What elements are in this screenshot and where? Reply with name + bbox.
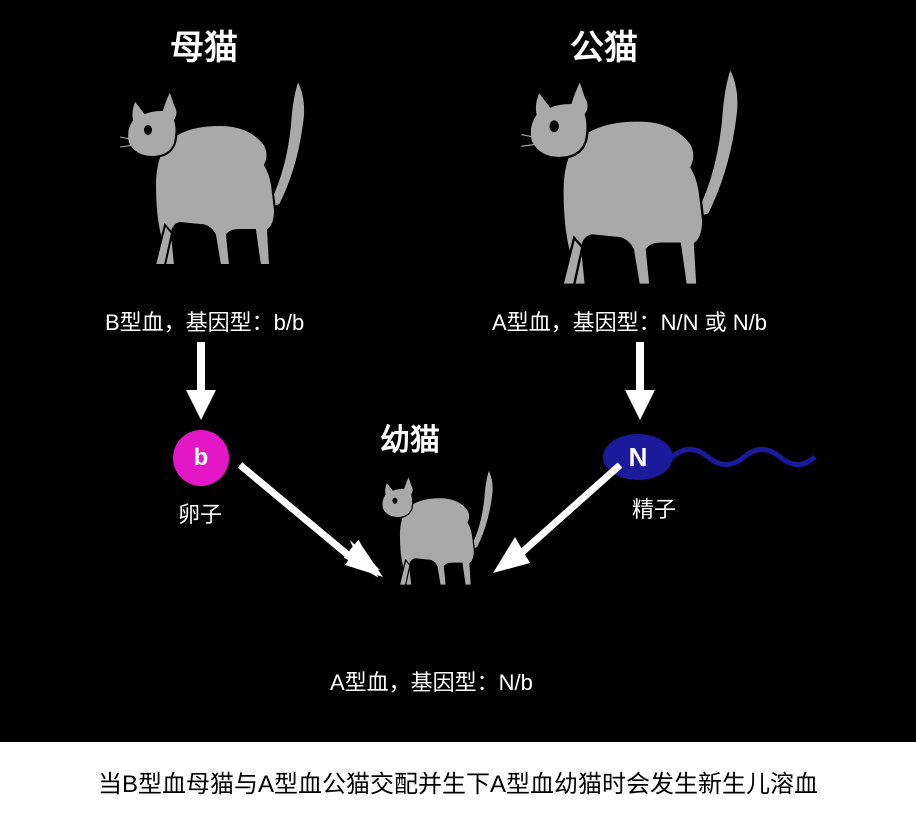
arrow-sperm-to-kitten xyxy=(485,455,645,595)
kitten-title: 幼猫 xyxy=(380,415,440,459)
caption-text: 当B型血母猫与A型血公猫交配并生下A型血幼猫时会发生新生儿溶血 xyxy=(98,764,818,799)
egg-letter: b xyxy=(194,444,209,472)
mother-genotype: B型血，基因型：b/b xyxy=(105,305,304,337)
mother-cat-icon xyxy=(120,65,320,295)
egg-cell: b xyxy=(173,430,229,486)
kitten-genotype: A型血，基因型：N/b xyxy=(330,665,533,697)
arrow-egg-to-kitten xyxy=(235,455,395,595)
arrow-father-down xyxy=(625,342,655,422)
father-cat-icon xyxy=(510,50,750,300)
caption-area: 当B型血母猫与A型血公猫交配并生下A型血幼猫时会发生新生儿溶血 xyxy=(0,742,916,820)
mother-title: 母猫 xyxy=(170,20,238,69)
arrow-mother-down xyxy=(186,342,216,422)
egg-label: 卵子 xyxy=(178,497,222,529)
diagram-area: 母猫 公猫 幼猫 xyxy=(0,0,916,742)
father-genotype: A型血，基因型：N/N 或 N/b xyxy=(492,305,767,337)
